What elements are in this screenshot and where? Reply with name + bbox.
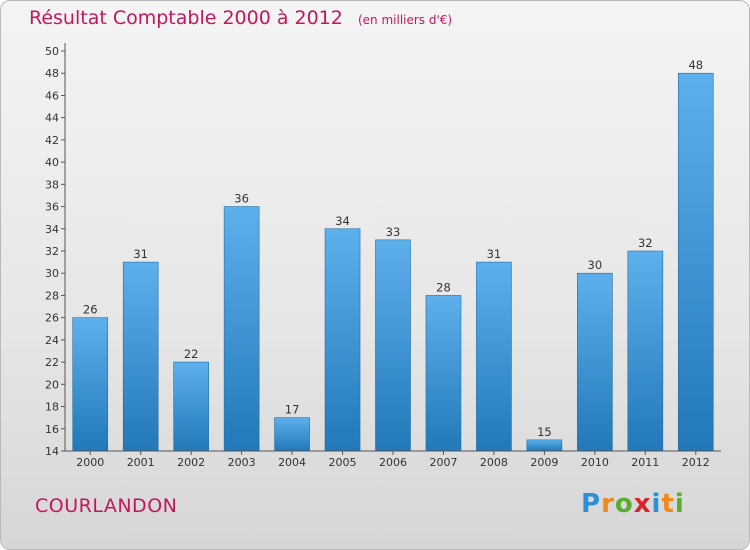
y-tick-label: 50 — [45, 45, 59, 58]
x-tick-label-2005: 2005 — [329, 456, 357, 469]
x-tick-label-2001: 2001 — [127, 456, 155, 469]
y-tick-label: 36 — [45, 201, 59, 214]
bars-group — [72, 72, 714, 452]
x-tick-label-2012: 2012 — [682, 456, 710, 469]
logo-letter: t — [661, 489, 675, 519]
y-tick-label: 16 — [45, 423, 59, 436]
value-label-2008: 31 — [487, 247, 502, 261]
y-tick-label: 34 — [45, 223, 59, 236]
proxiti-logo: Proxiti — [581, 489, 685, 519]
bar-2012 — [677, 72, 714, 452]
value-label-2003: 36 — [234, 192, 249, 206]
y-tick-label: 48 — [45, 67, 59, 80]
x-tick-label-2002: 2002 — [177, 456, 205, 469]
x-tick-label-2000: 2000 — [76, 456, 104, 469]
bar-2001 — [122, 261, 159, 452]
y-tick-label: 42 — [45, 134, 59, 147]
logo-letter: o — [614, 489, 634, 519]
value-label-2004: 17 — [285, 403, 300, 417]
value-label-2000: 26 — [83, 303, 98, 317]
bar-2002 — [173, 361, 209, 452]
y-tick-label: 46 — [45, 89, 59, 102]
axes-group: 14 16 18 20 22 24 26 28 30 32 34 36 38 40 42 44 46 48 50 20… — [45, 43, 721, 469]
logo-letter: i — [651, 489, 662, 519]
y-tick-label: 38 — [45, 178, 59, 191]
y-tick-label: 30 — [45, 267, 59, 280]
y-tick-label: 18 — [45, 401, 59, 414]
bar-2000 — [72, 317, 109, 452]
labels-group: 26 31 22 36 17 34 33 28 31 15 30 32 48 — [83, 58, 703, 439]
logo-letter: P — [581, 489, 602, 519]
bar-2011 — [627, 250, 664, 452]
y-tick-label: 14 — [45, 445, 59, 458]
value-label-2005: 34 — [335, 214, 350, 228]
commune-name: COURLANDON — [35, 495, 178, 517]
value-label-2007: 28 — [436, 280, 451, 294]
bar-2005 — [324, 228, 361, 452]
chart-title: Résultat Comptable 2000 à 2012 (en milli… — [29, 7, 452, 29]
y-tick-label: 26 — [45, 312, 59, 325]
chart-title-unit: (en milliers d'€) — [357, 13, 453, 27]
value-label-2006: 33 — [386, 225, 401, 239]
bar-2007 — [425, 295, 462, 452]
value-label-2010: 30 — [588, 258, 603, 272]
x-tick-label-2004: 2004 — [278, 456, 306, 469]
y-tick-label: 40 — [45, 156, 59, 169]
value-label-2002: 22 — [184, 347, 199, 361]
value-label-2012: 48 — [688, 58, 703, 72]
x-tick-label-2007: 2007 — [429, 456, 457, 469]
x-tick-label-2008: 2008 — [480, 456, 508, 469]
value-label-2011: 32 — [638, 236, 653, 250]
y-tick-label: 20 — [45, 378, 59, 391]
x-tick-label-2010: 2010 — [581, 456, 609, 469]
bar-2008 — [476, 261, 512, 452]
y-tick-label: 28 — [45, 289, 59, 302]
logo-letter: i — [674, 489, 685, 519]
bar-2010 — [577, 272, 613, 452]
y-tick-label: 22 — [45, 356, 59, 369]
bar-2006 — [375, 239, 411, 452]
bar-2004 — [274, 417, 310, 452]
x-tick-label-2003: 2003 — [228, 456, 256, 469]
y-tick-label: 32 — [45, 245, 59, 258]
bar-2003 — [223, 206, 260, 452]
x-tick-label-2006: 2006 — [379, 456, 407, 469]
y-tick-label: 44 — [45, 112, 59, 125]
x-tick-label-2011: 2011 — [631, 456, 659, 469]
logo-letter: x — [633, 489, 652, 519]
logo-letter: r — [601, 489, 615, 519]
x-tick-label-2009: 2009 — [530, 456, 558, 469]
bar-2009 — [526, 439, 563, 452]
chart-title-main: Résultat Comptable 2000 à 2012 — [29, 7, 343, 29]
value-label-2009: 15 — [537, 425, 552, 439]
y-tick-label: 24 — [45, 334, 59, 347]
value-label-2001: 31 — [133, 247, 148, 261]
